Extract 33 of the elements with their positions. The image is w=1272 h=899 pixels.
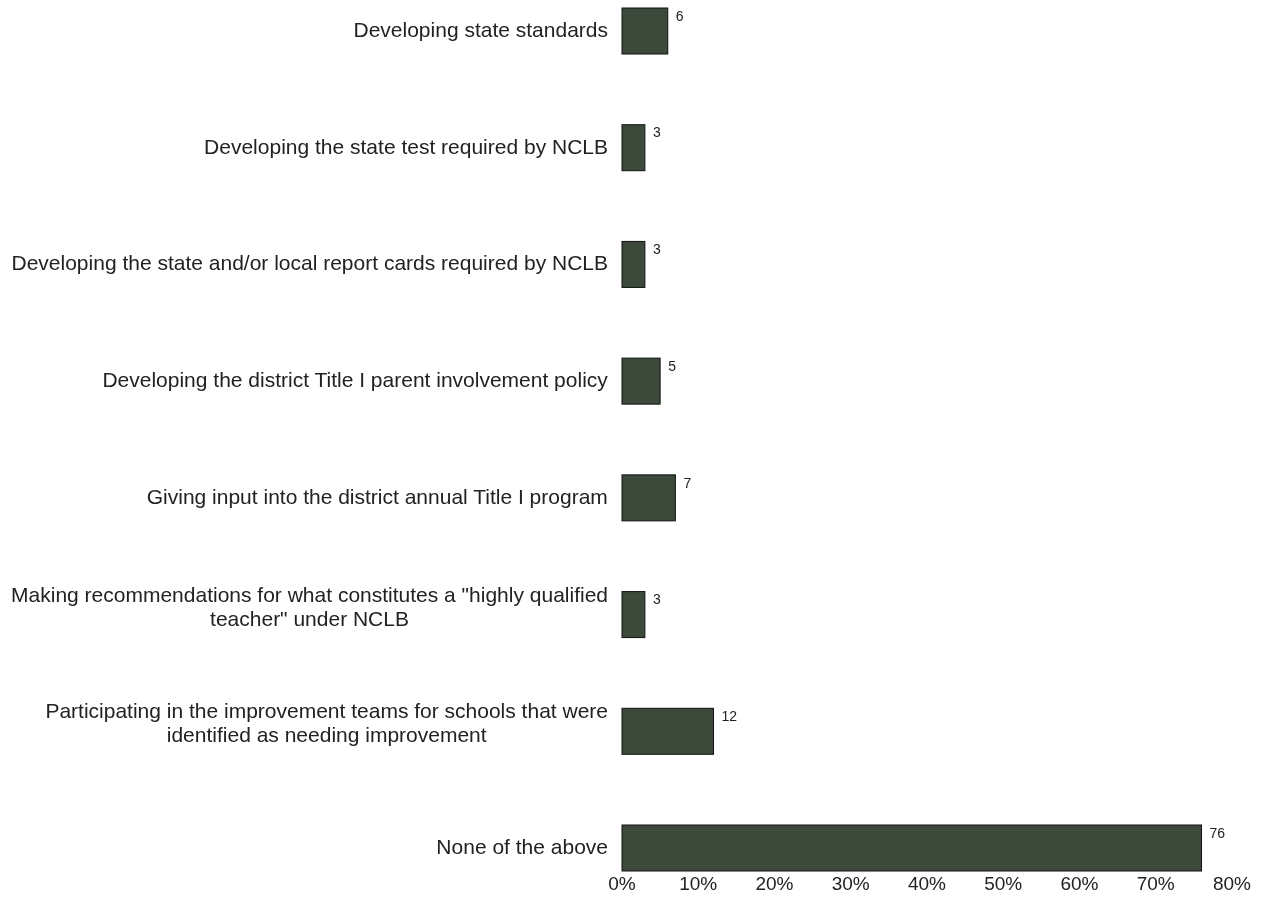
bar [621, 707, 714, 755]
bar [621, 124, 646, 172]
bar [621, 591, 646, 639]
y-tick-label: Developing state standards [353, 17, 608, 41]
y-tick-label: Developing the state and/or local report cards required by NCLB [11, 250, 608, 274]
x-tick-label: 50% [984, 873, 1023, 894]
y-tick-label: Giving input into the district annual Title I program [146, 484, 608, 508]
data-label: 3 [652, 124, 661, 141]
bar [621, 7, 669, 55]
x-tick-label: 30% [831, 873, 870, 894]
data-label: 6 [675, 7, 684, 24]
x-tick-label: 40% [907, 873, 947, 894]
data-label: 3 [652, 591, 661, 608]
bar [621, 357, 661, 405]
bar [621, 240, 646, 288]
data-label: 3 [652, 241, 661, 258]
x-tick-label: 80% [1212, 873, 1252, 894]
y-tick-label: Participating in the improvement teams for schools that were identified as needing improvement [45, 698, 608, 746]
y-tick-label: Developing the state test required by NCLB [204, 134, 609, 158]
x-tick-label: 20% [755, 873, 794, 894]
y-tick-label: Developing the district Title I parent involvement policy [102, 367, 609, 391]
data-label: 7 [683, 474, 692, 491]
y-tick-label: Making recommendations for what constitutes a "highly qualified teacher" under NCLB [11, 582, 608, 630]
data-label: 76 [1209, 824, 1226, 841]
x-tick-label: 60% [1060, 873, 1099, 894]
data-label: 5 [668, 357, 677, 374]
y-tick-label: None of the above [436, 834, 609, 858]
bar [621, 474, 676, 522]
x-tick-label: 10% [679, 873, 718, 894]
data-label: 12 [721, 707, 738, 724]
x-tick-label: 0% [608, 873, 636, 894]
x-tick-label: 70% [1136, 873, 1175, 894]
bar [621, 824, 1202, 872]
